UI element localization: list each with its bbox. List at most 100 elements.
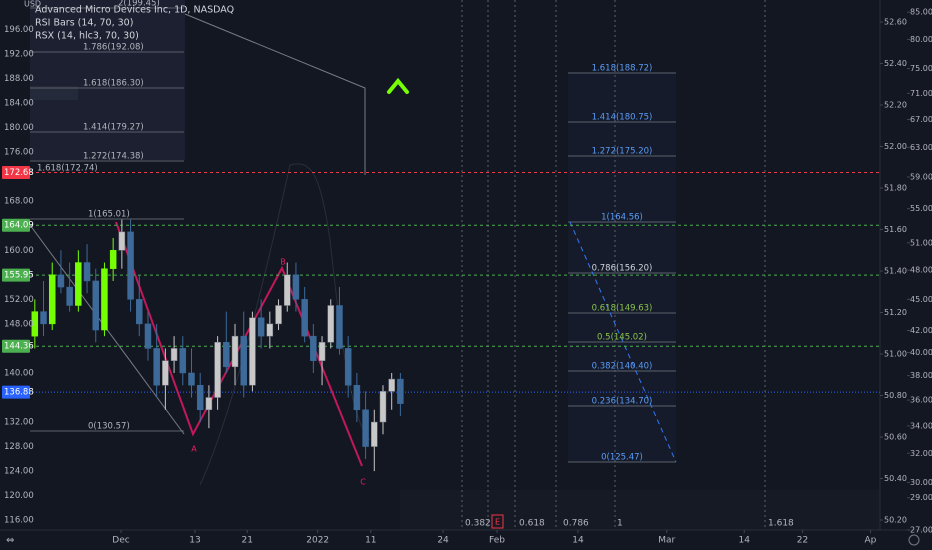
time-fib-label: 0.618 [519, 519, 545, 529]
fib-box [568, 72, 676, 462]
time-fib-label: 0.382 [465, 519, 491, 529]
candle-body [31, 311, 39, 337]
price-tag [2, 218, 30, 232]
y3-tick-label: 40.00 [910, 348, 932, 357]
time-fib-lines [461, 0, 766, 530]
x-tick-label: 11 [365, 536, 376, 546]
candle-body [223, 342, 230, 368]
fib-label: 1(164.56) [601, 213, 643, 223]
projection-band [30, 86, 78, 100]
y-tick-label: 124.00 [4, 467, 34, 477]
y2-tick-label: 51.00 [884, 350, 907, 359]
candle-body [179, 348, 187, 374]
y3-tick-label: 42.00 [910, 326, 932, 335]
legend-title: Advanced Micro Devices Inc, 1D, NASDAQ [35, 5, 234, 16]
fib-left-labels: 2(199.45) 1.786(192.08) 1.618(186.30) 1.… [37, 0, 160, 432]
time-axis-panel [0, 530, 932, 550]
y3-tick-label: 55.00 [910, 204, 932, 213]
legend-indicator: RSX (14, hlc3, 70, 30) [35, 31, 139, 42]
candle-body [40, 311, 47, 325]
y3-tick-label: 29.00 [910, 493, 932, 502]
y-tick-label: 168.00 [4, 197, 34, 207]
x-tick-label: Mar [658, 536, 675, 546]
candle-body [83, 262, 91, 282]
candle-body [231, 335, 239, 368]
candle-body [188, 372, 195, 386]
y2-tick-label: 52.00 [884, 142, 907, 151]
y-tick-label: 152.00 [4, 295, 34, 305]
y3-tick-label: 32.00 [910, 449, 932, 458]
fib-label: 1.272(174.38) [83, 152, 144, 162]
y3-tick-label: 34.00 [910, 421, 932, 430]
y3-tick-label: 30.00 [910, 478, 932, 487]
y-tick-label: 184.00 [4, 99, 34, 109]
price-tag [2, 268, 30, 282]
event-box[interactable] [491, 514, 504, 529]
candle-body [205, 397, 213, 411]
y-tick-label: 160.00 [4, 246, 34, 256]
candle-body [336, 305, 343, 349]
candle-body [362, 409, 369, 447]
time-fib-label: 1 [617, 519, 623, 529]
candle-body [162, 360, 169, 386]
projection-box [30, 0, 185, 160]
x-tick-label: 24 [437, 536, 449, 546]
fib-bottom-band [400, 490, 880, 530]
event-marker[interactable]: E [495, 518, 500, 527]
candle-body [301, 299, 308, 337]
fib-right-lines [568, 72, 676, 463]
candle-body [57, 274, 65, 288]
y2-tick-label: 50.60 [884, 433, 907, 442]
price-tag [2, 385, 30, 399]
y3-tick-label: 48.00 [910, 266, 932, 275]
settings-icon[interactable] [908, 534, 920, 546]
y2-tick-label: 50.20 [884, 516, 907, 525]
y-tick-label: 140.00 [4, 368, 34, 378]
fib-label: 1.786(192.08) [83, 43, 144, 53]
fib-label: 1.414(180.75) [592, 113, 653, 123]
fib-label: 0(130.57) [88, 422, 130, 432]
candle-body [75, 262, 82, 306]
candle-body [101, 268, 108, 331]
y2-tick-label: 51.40 [884, 267, 907, 276]
nav-icon[interactable]: ⇔ [6, 535, 14, 546]
price-tag-label: 155.95 [4, 271, 34, 281]
y2-tick-label: 52.60 [884, 17, 907, 26]
candle-body [249, 317, 256, 386]
right-axis-panel [880, 0, 932, 550]
candle-body [240, 335, 247, 386]
candle-body [371, 421, 378, 447]
fib-label: 0.618(149.63) [592, 304, 653, 314]
y-tick-label: 132.00 [4, 418, 34, 428]
fib-label: 0(125.47) [601, 453, 643, 463]
x-tick-label: Ap [864, 536, 876, 546]
time-fib-label: 1.618 [768, 519, 794, 529]
candle-body [353, 384, 361, 411]
y2-tick-label: 52.20 [884, 101, 907, 110]
fib-label: 1.618(172.74) [37, 164, 98, 174]
candle-body [214, 342, 221, 398]
x-tick-label: Feb [489, 536, 505, 546]
fib-left-lines [30, 7, 184, 432]
y3-tick-label: 80.00 [910, 35, 932, 44]
candle-body [379, 391, 387, 423]
y-tick-label: 196.00 [4, 25, 34, 35]
y3-tick-label: 59.00 [910, 172, 932, 181]
fib-label: 0.382(140.40) [592, 362, 653, 372]
buy-signal [387, 77, 409, 94]
x-tick-label: 13 [189, 536, 200, 546]
candle-body [327, 305, 335, 343]
price-tag-label: 164.09 [4, 221, 34, 231]
x-tick-label: 22 [797, 536, 808, 546]
y2-tick-label: 51.20 [884, 308, 907, 317]
y-tick-label: 192.00 [4, 49, 34, 59]
y2-tick-label: 51.80 [884, 184, 907, 193]
fib-label: 1.618(188.72) [592, 64, 653, 74]
fib-label: 1.272(175.20) [592, 147, 653, 157]
candle-body [344, 348, 352, 386]
x-tick-label: 21 [241, 536, 252, 546]
candle-body [397, 378, 404, 404]
candle-body [136, 299, 143, 325]
y2-tick-label: 50.40 [884, 474, 907, 483]
y2-tick-label: 52.40 [884, 59, 907, 68]
